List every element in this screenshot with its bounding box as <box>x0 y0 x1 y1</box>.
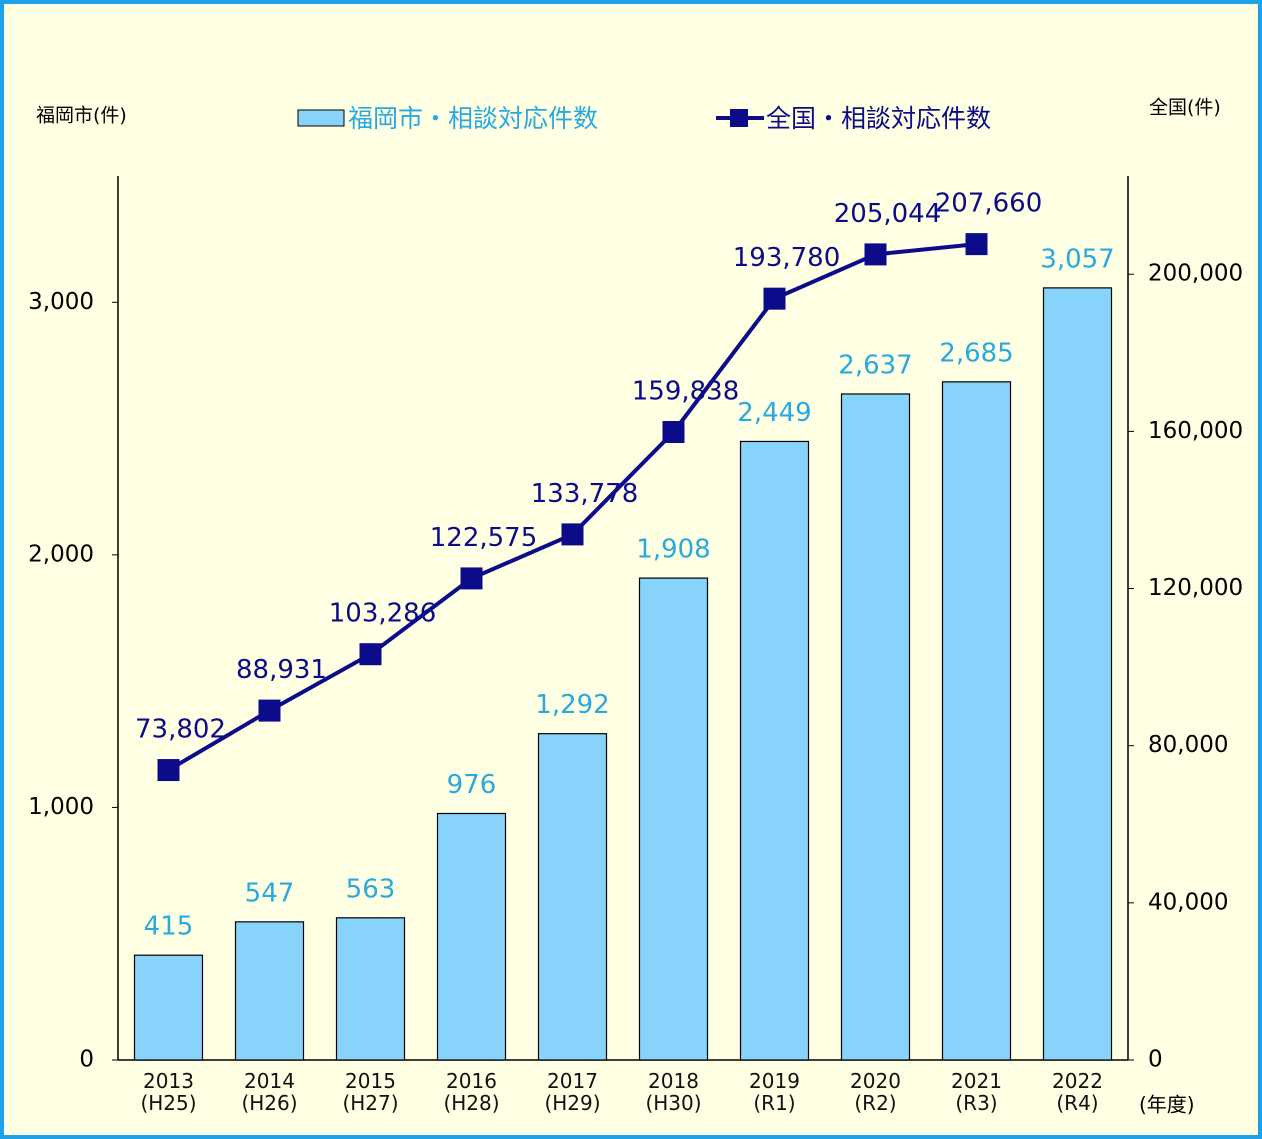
line-value-label: 133,778 <box>531 479 639 509</box>
bar <box>133 954 204 1061</box>
bar-value-label: 563 <box>346 874 396 904</box>
x-tick-label: 2017 (H29) <box>544 1069 601 1115</box>
y2-tick-label: 40,000 <box>1148 889 1228 915</box>
y-tick-label: 3,000 <box>28 289 94 315</box>
bar <box>335 917 406 1061</box>
line-marker <box>965 233 988 256</box>
x-axis-label: (年度) <box>1139 1093 1195 1117</box>
chart: 福岡市(件) 全国(件) (年度) 0 1,000 2,000 3,000 0 40,00… <box>28 97 1243 1117</box>
line-value-label: 207,660 <box>935 189 1043 219</box>
legend-marker <box>730 109 748 127</box>
y2-tick-label: 80,000 <box>1148 732 1228 758</box>
x-tick-label: 2022 (R4) <box>1052 1069 1103 1115</box>
line-marker <box>864 243 887 266</box>
line-value-label: 193,780 <box>733 243 841 273</box>
legend-swatch <box>297 109 345 127</box>
line-value-label: 122,575 <box>430 523 538 553</box>
y2-tick-label: 0 <box>1148 1047 1163 1073</box>
x-tick-label: 2014 (H26) <box>241 1069 298 1115</box>
line-marker <box>561 523 584 546</box>
x-tick-label: 2020 (R2) <box>850 1069 901 1115</box>
y2-tick-label: 200,000 <box>1148 261 1243 287</box>
x-tick-label: 2015 (H27) <box>342 1069 399 1115</box>
bar <box>840 393 911 1061</box>
x-tick-label: 2013 (H25) <box>140 1069 197 1115</box>
x-tick-label: 2019 (R1) <box>749 1069 800 1115</box>
bar <box>234 921 305 1061</box>
line-value-label: 103,286 <box>329 599 437 629</box>
x-tick-label: 2016 (H28) <box>443 1069 500 1115</box>
line-marker <box>662 421 685 444</box>
bar-value-label: 2,449 <box>737 398 811 428</box>
y2-axis-label: 全国(件) <box>1149 97 1221 119</box>
y-tick-label: 1,000 <box>28 794 94 820</box>
line-marker <box>157 759 180 782</box>
y-tick-label: 0 <box>79 1047 94 1073</box>
legend-label: 全国・相談対応件数 <box>766 104 991 133</box>
y-axis-label: 福岡市(件) <box>36 105 127 127</box>
bar <box>537 733 608 1061</box>
bar-value-label: 547 <box>245 878 295 908</box>
bar-value-label: 1,292 <box>535 690 609 720</box>
x-tick-label: 2021 (R3) <box>951 1069 1002 1115</box>
line-value-label: 73,802 <box>135 715 226 745</box>
bar-value-label: 3,057 <box>1040 244 1114 274</box>
y2-tick-label: 160,000 <box>1148 418 1243 444</box>
bar-value-label: 2,637 <box>838 350 912 380</box>
line-marker <box>258 699 281 722</box>
y-tick-label: 2,000 <box>28 541 94 567</box>
bar <box>739 440 810 1061</box>
line-marker <box>359 643 382 666</box>
legend-label: 福岡市・相談対応件数 <box>348 104 598 133</box>
line-marker <box>763 287 786 310</box>
line-value-label: 88,931 <box>236 655 327 685</box>
line-marker <box>460 567 483 590</box>
bar-value-label: 415 <box>144 912 194 942</box>
x-tick-label: 2018 (H30) <box>645 1069 702 1115</box>
bar-value-label: 1,908 <box>636 535 710 565</box>
bar <box>436 812 507 1061</box>
bar <box>638 577 709 1061</box>
line-value-label: 205,044 <box>834 199 942 229</box>
line-value-label: 159,838 <box>632 377 740 407</box>
bar-value-label: 976 <box>447 770 497 800</box>
bar <box>1042 287 1113 1061</box>
y2-tick-label: 120,000 <box>1148 575 1243 601</box>
bar-value-label: 2,685 <box>939 338 1013 368</box>
bar <box>941 381 1012 1061</box>
